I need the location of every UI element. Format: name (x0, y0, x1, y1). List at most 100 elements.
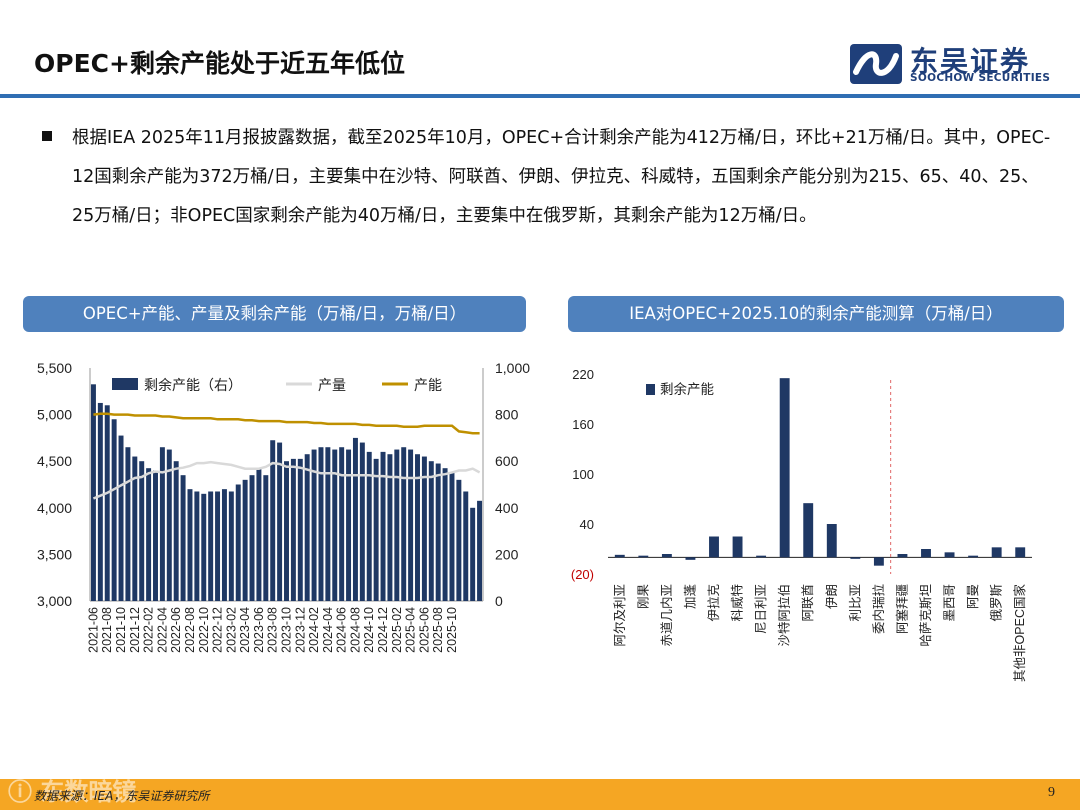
x-tick-label: 2022-02 (142, 607, 156, 653)
x-tick-label: 2022-06 (169, 607, 183, 653)
spare-capacity-bar (428, 461, 434, 601)
category-label: 赤道几内亚 (660, 584, 674, 647)
spare-capacity-bar (638, 555, 649, 558)
x-tick-label: 2025-02 (390, 607, 404, 653)
page-title: OPEC+剩余产能处于近五年低位 (34, 49, 405, 78)
category-label: 哈萨克斯坦 (919, 584, 933, 647)
x-tick-label: 2024-12 (376, 607, 390, 653)
spare-capacity-bar (463, 491, 469, 601)
category-label: 阿尔及利亚 (612, 584, 627, 647)
category-label: 阿联酋 (800, 584, 815, 622)
left-tick-label: 4,000 (37, 500, 72, 516)
spare-capacity-chart: 220 160 100 40 (20) 阿尔及利亚 刚果 赤道几内亚 加蓬 伊拉克 科威特 尼日利亚沙… (571, 367, 1032, 682)
spare-capacity-bar (380, 451, 386, 601)
spare-capacity-bar (242, 479, 248, 601)
x-tick-label: 2025-10 (445, 607, 459, 653)
spare-capacity-bar (139, 461, 145, 601)
x-tick-label: 2024-04 (321, 607, 335, 653)
spare-capacity-bar (897, 554, 908, 558)
spare-capacity-bar (284, 461, 289, 601)
spare-capacity-bar (614, 554, 625, 558)
spare-capacity-bar (732, 536, 743, 558)
category-label: 伊拉克 (706, 584, 721, 622)
spare-capacity-bar (311, 449, 317, 601)
spare-capacity-bar (125, 447, 131, 601)
spare-capacity-bar (661, 554, 672, 558)
x-tick-label: 2023-08 (266, 607, 280, 653)
category-label: 阿塞拜疆 (894, 584, 909, 634)
right-tick-label: 200 (495, 546, 519, 562)
spare-capacity-bar (221, 489, 227, 601)
x-tick-label: 2021-12 (128, 607, 142, 653)
spare-capacity-bar (359, 442, 365, 601)
spare-capacity-bar (118, 435, 124, 601)
spare-capacity-bar (394, 449, 400, 601)
y-tick-label: 100 (572, 467, 594, 482)
spare-capacity-bar (194, 491, 200, 601)
spare-capacity-bar (249, 475, 255, 601)
chart1-title: OPEC+产能、产量及剩余产能（万桶/日，万桶/日） (23, 296, 526, 332)
spare-capacity-bar (401, 447, 407, 601)
spare-capacity-bar (442, 468, 448, 601)
right-tick-label: 600 (495, 453, 519, 469)
y-tick-label: 220 (572, 367, 594, 382)
spare-capacity-bar (97, 402, 103, 601)
spare-capacity-bar (104, 405, 110, 601)
spare-capacity-bar (415, 454, 420, 601)
x-tick-label: 2025-06 (417, 607, 431, 653)
spare-capacity-bar (449, 472, 455, 601)
bullet-square-icon (42, 131, 52, 141)
soochow-logo: 东吴证券 SOOCHOW SECURITIES (848, 42, 1053, 86)
x-tick-label: 2023-12 (293, 607, 307, 653)
y-tick-label: (20) (571, 567, 594, 582)
left-tick-label: 4,500 (37, 453, 72, 469)
spare-capacity-bar (779, 378, 790, 558)
category-label: 伊朗 (825, 584, 839, 609)
x-tick-label: 2024-08 (348, 607, 362, 653)
spare-capacity-bar (1015, 547, 1026, 558)
spare-capacity-bar (968, 555, 979, 558)
spare-capacity-bar (921, 549, 931, 558)
left-tick-label: 5,500 (37, 360, 72, 376)
spare-capacity-bar (318, 447, 324, 601)
category-label: 科威特 (730, 584, 745, 622)
x-tick-label: 2022-12 (211, 607, 225, 653)
watermark-icon: ⓘ 东数暗镜 (8, 778, 137, 806)
category-label: 沙特阿拉伯 (777, 584, 792, 647)
legend-bar-label: 剩余产能 (660, 381, 714, 397)
spare-capacity-bar (270, 440, 276, 601)
x-tick-label: 2022-08 (183, 607, 197, 653)
spare-capacity-bar (352, 437, 358, 601)
opec-capacity-chart: 3,000 3,500 4,000 4,500 5,000 5,500 0 200 400 600… (37, 360, 530, 653)
x-tick-label: 2025-08 (431, 607, 445, 653)
spare-capacity-bar (408, 449, 414, 601)
spare-capacity-bar (187, 489, 193, 601)
capacity-line (93, 412, 480, 435)
spare-capacity-bar (304, 454, 310, 601)
x-tick-label: 2022-10 (197, 607, 211, 653)
x-tick-label: 2021-08 (100, 607, 114, 653)
y-tick-label: 40 (580, 517, 594, 532)
y-tick-label: 160 (572, 417, 594, 432)
spare-capacity-bar (111, 419, 117, 601)
spare-capacity-bar (153, 470, 158, 601)
x-tick-label: 2021-06 (86, 607, 100, 653)
spare-capacity-bar (685, 557, 696, 560)
spare-capacity-bar (325, 447, 331, 601)
right-tick-label: 800 (495, 407, 519, 423)
spare-capacity-bar (373, 458, 379, 601)
spare-capacity-bar (332, 449, 338, 601)
x-tick-label: 2024-06 (335, 607, 349, 653)
spare-capacity-bar (132, 456, 138, 601)
spare-capacity-bar (173, 461, 179, 601)
spare-capacity-bar (435, 463, 441, 601)
spare-capacity-bar (803, 503, 814, 558)
spare-capacity-bar (756, 555, 767, 558)
category-label: 尼日利亚 (754, 584, 768, 634)
x-tick-label: 2024-10 (362, 607, 376, 653)
spare-capacity-bar (421, 456, 427, 601)
spare-capacity-bar (166, 449, 172, 601)
x-tick-label: 2023-06 (252, 607, 266, 653)
category-label: 利比亚 (848, 584, 862, 622)
right-tick-label: 0 (495, 593, 503, 609)
